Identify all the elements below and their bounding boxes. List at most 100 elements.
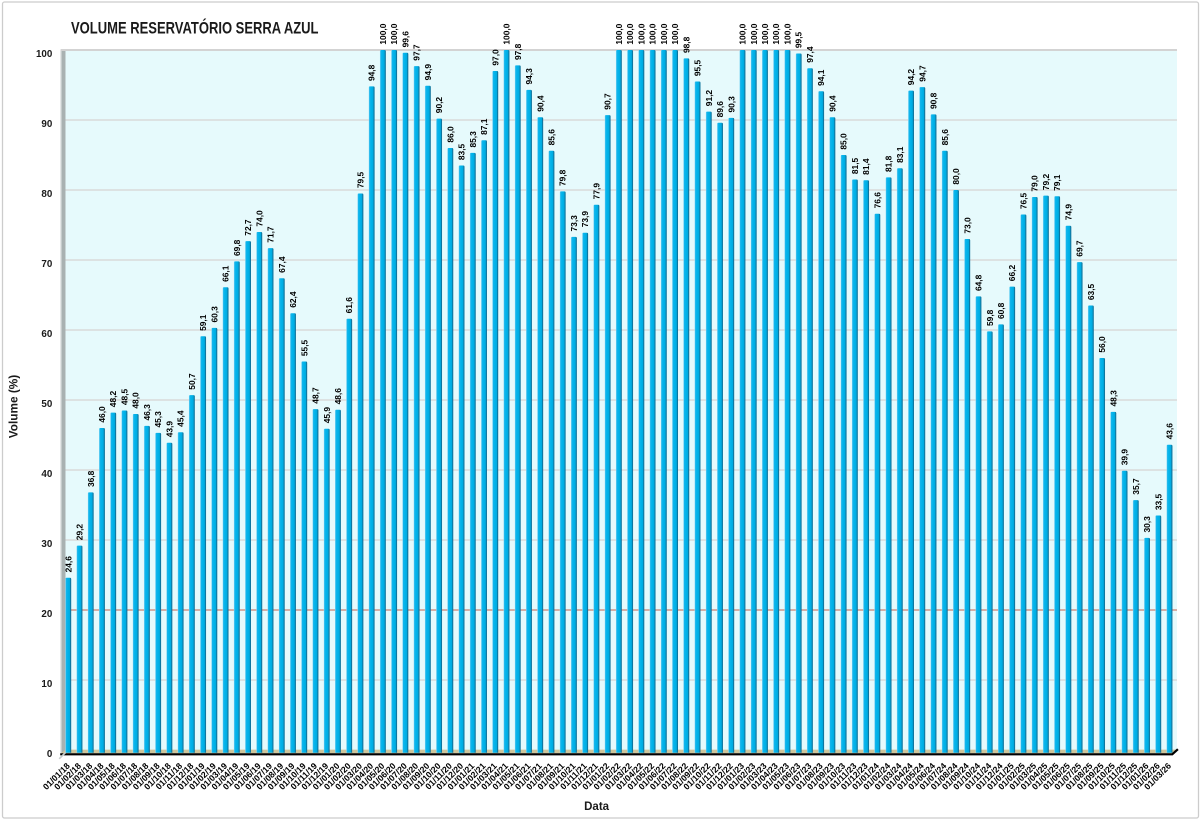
svg-text:100,0: 100,0 bbox=[648, 23, 658, 44]
svg-text:55,5: 55,5 bbox=[299, 339, 309, 356]
svg-text:90,3: 90,3 bbox=[726, 96, 736, 113]
svg-text:48,0: 48,0 bbox=[131, 392, 141, 409]
svg-text:Data: Data bbox=[584, 801, 610, 813]
svg-text:100,0: 100,0 bbox=[389, 23, 399, 44]
svg-text:100,0: 100,0 bbox=[760, 23, 770, 44]
svg-text:94,7: 94,7 bbox=[917, 65, 927, 82]
svg-text:97,8: 97,8 bbox=[513, 43, 523, 60]
svg-text:59,8: 59,8 bbox=[985, 309, 995, 326]
svg-text:0: 0 bbox=[47, 749, 53, 760]
svg-text:90,8: 90,8 bbox=[929, 92, 939, 109]
svg-text:30,3: 30,3 bbox=[1142, 516, 1152, 533]
svg-text:85,0: 85,0 bbox=[839, 133, 849, 150]
svg-text:85,6: 85,6 bbox=[547, 129, 557, 146]
svg-text:60: 60 bbox=[41, 329, 52, 340]
svg-text:72,7: 72,7 bbox=[243, 219, 253, 236]
svg-text:79,0: 79,0 bbox=[1030, 175, 1040, 192]
svg-text:60,8: 60,8 bbox=[996, 302, 1006, 319]
svg-text:85,3: 85,3 bbox=[468, 131, 478, 148]
svg-text:97,7: 97,7 bbox=[412, 44, 422, 61]
svg-text:91,2: 91,2 bbox=[704, 90, 714, 107]
svg-text:48,3: 48,3 bbox=[1108, 390, 1118, 407]
svg-text:97,4: 97,4 bbox=[805, 46, 815, 63]
svg-text:100,0: 100,0 bbox=[670, 23, 680, 44]
svg-text:73,0: 73,0 bbox=[962, 217, 972, 234]
svg-text:62,4: 62,4 bbox=[288, 291, 298, 308]
svg-text:45,4: 45,4 bbox=[176, 410, 186, 427]
svg-text:45,3: 45,3 bbox=[153, 411, 163, 428]
svg-text:79,2: 79,2 bbox=[1041, 174, 1051, 191]
svg-text:24,6: 24,6 bbox=[63, 556, 73, 573]
svg-text:66,1: 66,1 bbox=[221, 265, 231, 282]
svg-text:50: 50 bbox=[41, 399, 52, 410]
svg-text:79,1: 79,1 bbox=[1052, 174, 1062, 191]
svg-text:33,5: 33,5 bbox=[1153, 493, 1163, 510]
svg-text:50,7: 50,7 bbox=[187, 373, 197, 390]
svg-text:100,0: 100,0 bbox=[749, 23, 759, 44]
svg-text:77,9: 77,9 bbox=[591, 183, 601, 200]
svg-text:10: 10 bbox=[41, 679, 52, 690]
svg-text:36,8: 36,8 bbox=[86, 470, 96, 487]
svg-text:100,0: 100,0 bbox=[502, 23, 512, 44]
svg-text:87,1: 87,1 bbox=[479, 118, 489, 135]
svg-text:70: 70 bbox=[41, 259, 52, 270]
svg-text:100,0: 100,0 bbox=[378, 23, 388, 44]
svg-text:69,7: 69,7 bbox=[1075, 240, 1085, 257]
svg-text:99,6: 99,6 bbox=[400, 31, 410, 48]
svg-text:43,6: 43,6 bbox=[1165, 423, 1175, 440]
svg-text:80: 80 bbox=[41, 189, 52, 200]
svg-text:86,0: 86,0 bbox=[445, 126, 455, 143]
svg-text:74,9: 74,9 bbox=[1063, 204, 1073, 221]
svg-text:46,0: 46,0 bbox=[97, 406, 107, 423]
svg-text:98,8: 98,8 bbox=[681, 36, 691, 53]
svg-text:97,0: 97,0 bbox=[490, 49, 500, 66]
svg-text:48,5: 48,5 bbox=[119, 388, 129, 405]
svg-text:76,5: 76,5 bbox=[1018, 192, 1028, 209]
svg-text:90,7: 90,7 bbox=[603, 93, 613, 110]
svg-text:20: 20 bbox=[41, 609, 52, 620]
svg-text:39,9: 39,9 bbox=[1120, 449, 1130, 466]
svg-text:81,5: 81,5 bbox=[850, 157, 860, 174]
svg-text:69,8: 69,8 bbox=[232, 239, 242, 256]
svg-text:46,3: 46,3 bbox=[142, 404, 152, 421]
svg-text:100,0: 100,0 bbox=[771, 23, 781, 44]
svg-text:80,0: 80,0 bbox=[951, 168, 961, 185]
svg-text:100,0: 100,0 bbox=[738, 23, 748, 44]
svg-text:73,3: 73,3 bbox=[569, 215, 579, 232]
svg-text:94,8: 94,8 bbox=[367, 64, 377, 81]
svg-text:29,2: 29,2 bbox=[75, 524, 85, 541]
svg-text:89,6: 89,6 bbox=[715, 101, 725, 118]
svg-text:63,5: 63,5 bbox=[1086, 283, 1096, 300]
svg-text:83,1: 83,1 bbox=[895, 146, 905, 163]
svg-text:100: 100 bbox=[36, 49, 53, 60]
svg-text:56,0: 56,0 bbox=[1097, 336, 1107, 353]
svg-text:81,4: 81,4 bbox=[861, 158, 871, 175]
svg-text:35,7: 35,7 bbox=[1131, 478, 1141, 495]
svg-text:100,0: 100,0 bbox=[636, 23, 646, 44]
svg-text:76,6: 76,6 bbox=[872, 192, 882, 209]
svg-text:60,3: 60,3 bbox=[209, 306, 219, 323]
svg-text:73,9: 73,9 bbox=[580, 211, 590, 228]
svg-text:VOLUME RESERVATÓRIO SERRA AZUL: VOLUME RESERVATÓRIO SERRA AZUL bbox=[71, 18, 319, 37]
svg-text:30: 30 bbox=[41, 539, 52, 550]
svg-text:61,6: 61,6 bbox=[344, 297, 354, 314]
svg-text:90,4: 90,4 bbox=[827, 95, 837, 112]
svg-text:99,5: 99,5 bbox=[794, 31, 804, 48]
svg-text:90,4: 90,4 bbox=[535, 95, 545, 112]
svg-text:100,0: 100,0 bbox=[614, 23, 624, 44]
svg-text:43,9: 43,9 bbox=[164, 421, 174, 438]
svg-text:64,8: 64,8 bbox=[974, 274, 984, 291]
svg-text:90: 90 bbox=[41, 119, 52, 130]
svg-text:81,8: 81,8 bbox=[884, 155, 894, 172]
svg-text:79,8: 79,8 bbox=[558, 169, 568, 186]
svg-text:94,2: 94,2 bbox=[906, 69, 916, 86]
svg-text:94,1: 94,1 bbox=[816, 69, 826, 86]
svg-text:100,0: 100,0 bbox=[659, 23, 669, 44]
svg-text:95,5: 95,5 bbox=[693, 59, 703, 76]
svg-text:48,2: 48,2 bbox=[108, 391, 118, 408]
svg-text:100,0: 100,0 bbox=[625, 23, 635, 44]
svg-text:67,4: 67,4 bbox=[277, 256, 287, 273]
svg-text:59,1: 59,1 bbox=[198, 314, 208, 331]
svg-text:45,9: 45,9 bbox=[322, 407, 332, 424]
svg-text:90,2: 90,2 bbox=[434, 97, 444, 114]
